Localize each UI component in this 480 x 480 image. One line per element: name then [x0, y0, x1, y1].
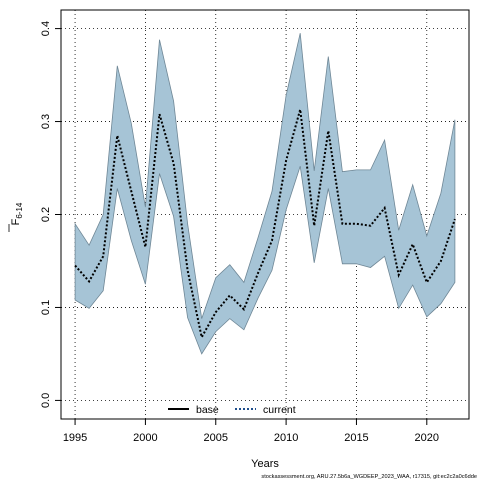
x-tick-label-2015: 2015	[344, 432, 368, 444]
y-axis-title: F6-14	[8, 202, 24, 232]
x-tick-label-1995: 1995	[63, 432, 87, 444]
svg-text:F6-14: F6-14	[10, 202, 24, 225]
x-tick-label-2010: 2010	[274, 432, 298, 444]
series-lines	[74, 109, 456, 341]
y-axis: 0.0 0.1 0.2 0.3 0.4	[40, 21, 61, 408]
x-tick-label-2020: 2020	[415, 432, 439, 444]
x-axis-title: Years	[251, 458, 279, 470]
confidence-band-polygon	[74, 33, 456, 355]
legend: base current	[168, 404, 296, 416]
y-tick-label-0: 0.0	[40, 393, 52, 408]
confidence-band	[74, 33, 456, 355]
y-axis-title-sub: 6-14	[15, 202, 24, 219]
x-axis: 1995 2000 2005 2010 2015 2020	[63, 419, 439, 444]
x-tick-label-2005: 2005	[204, 432, 228, 444]
series-line-current	[74, 109, 456, 341]
footer-text: stockassessment.org, ARU.27.5b6a_WGDEEP_…	[261, 474, 477, 480]
y-tick-label-2: 0.2	[40, 207, 52, 222]
y-tick-label-1: 0.1	[40, 300, 52, 315]
x-tick-label-2000: 2000	[133, 432, 157, 444]
y-tick-label-4: 0.4	[40, 21, 52, 36]
legend-label-current: current	[263, 404, 296, 416]
y-axis-title-main: F	[10, 218, 22, 225]
legend-label-base: base	[196, 404, 219, 416]
y-tick-label-3: 0.3	[40, 114, 52, 129]
